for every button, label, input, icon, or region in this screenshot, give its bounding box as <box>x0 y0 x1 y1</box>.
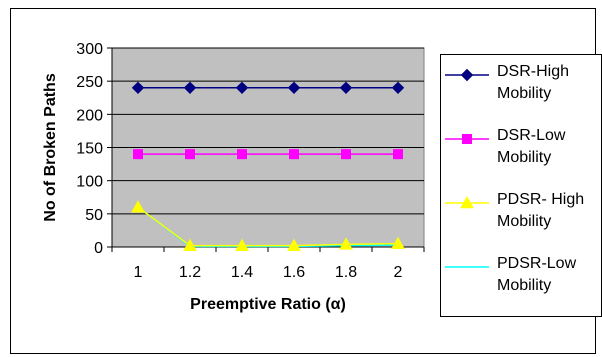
series-line-3 <box>137 206 399 247</box>
legend-symbol <box>445 266 489 268</box>
legend-label: PDSR- High Mobility <box>497 191 585 230</box>
y-tick-label: 50 <box>85 207 103 224</box>
data-point <box>339 81 353 95</box>
legend: DSR-High Mobility DSR-Low Mobility PDSR- H… <box>440 54 602 317</box>
data-point <box>183 238 197 251</box>
data-point <box>131 81 145 95</box>
data-point <box>235 238 249 251</box>
x-tick-label: 1.6 <box>283 264 305 281</box>
legend-item: DSR-High Mobility <box>441 59 601 117</box>
x-tick-label: 1 <box>134 264 143 281</box>
legend-symbol <box>445 195 489 209</box>
data-point <box>393 149 403 160</box>
x-tick-label: 1.2 <box>179 264 201 281</box>
legend-item: PDSR- High Mobility <box>441 187 601 245</box>
data-point <box>391 236 405 249</box>
x-tick-label: 1.4 <box>231 264 253 281</box>
legend-symbol <box>445 134 489 144</box>
legend-symbol <box>445 68 489 82</box>
legend-item: DSR-Low Mobility <box>441 123 601 181</box>
data-point <box>133 149 143 160</box>
legend-marker <box>462 134 472 144</box>
legend-marker <box>460 195 474 209</box>
data-point <box>183 81 197 95</box>
data-point <box>289 149 299 160</box>
x-tick-label: 2 <box>394 264 403 281</box>
legend-item: PDSR-Low Mobility <box>441 251 601 309</box>
y-tick-label: 0 <box>94 240 103 257</box>
data-point <box>237 149 247 160</box>
legend-label: DSR-Low Mobility <box>497 127 566 166</box>
legend-label: DSR-High Mobility <box>497 63 570 102</box>
y-tick-label: 200 <box>76 107 103 124</box>
y-tick-label: 300 <box>76 41 103 58</box>
chart-area: 0 50 100 150 200 250 300 1 1.2 1.4 1.6 1.8 2 Preempti… <box>42 41 425 313</box>
legend-marker <box>460 68 474 82</box>
chart-frame: 0 50 100 150 200 250 300 1 1.2 1.4 1.6 1.8 2 Preempti… <box>10 8 602 354</box>
y-axis-title: No of Broken Paths <box>42 73 59 222</box>
data-point <box>287 81 301 95</box>
data-point <box>235 81 249 95</box>
x-axis-title: Preemptive Ratio (α) <box>190 296 346 313</box>
y-tick-label: 250 <box>76 74 103 91</box>
y-tick-label: 150 <box>76 141 103 158</box>
data-point <box>131 200 145 213</box>
x-tick-label: 1.8 <box>335 264 357 281</box>
data-point <box>339 237 353 250</box>
y-tick-label: 100 <box>76 174 103 191</box>
legend-label: PDSR-Low Mobility <box>497 255 577 294</box>
data-point <box>341 149 351 160</box>
data-point <box>185 149 195 160</box>
data-point <box>391 81 405 95</box>
data-point <box>287 238 301 251</box>
